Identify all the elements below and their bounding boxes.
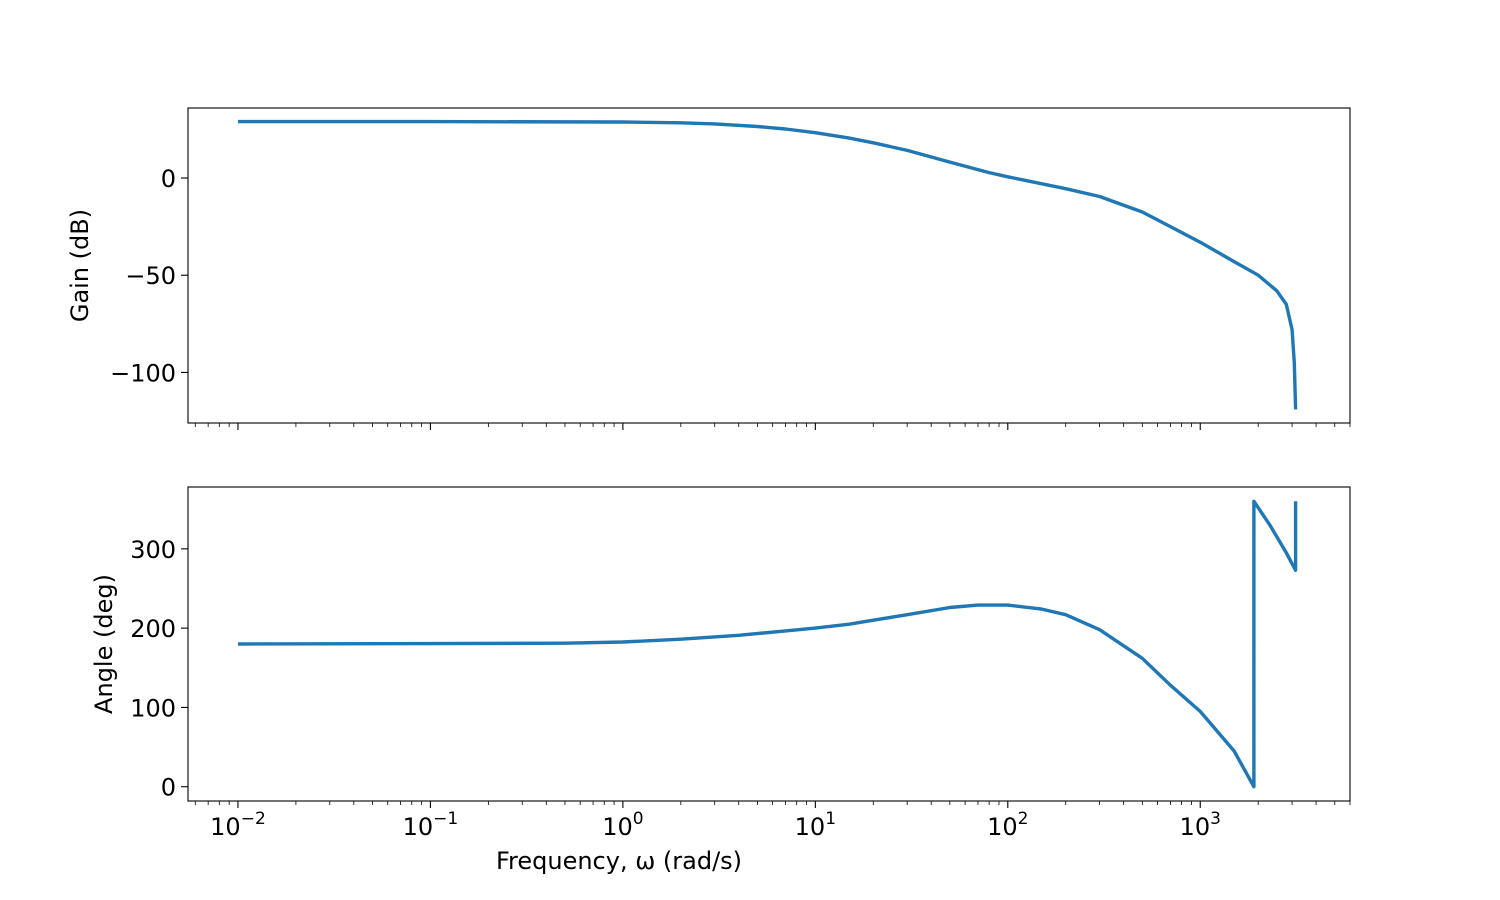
y-tick-label: 0 [161, 165, 176, 193]
x-tick-exponent: 3 [1210, 809, 1221, 829]
x-tick-exponent: −2 [241, 809, 266, 829]
x-tick-label: 10−2 [210, 809, 266, 841]
x-tick-base: 10 [987, 813, 1018, 841]
y-tick-label: 200 [130, 615, 176, 643]
x-tick-base: 10 [210, 813, 241, 841]
x-tick-base: 10 [1180, 813, 1211, 841]
y-tick-label: 300 [130, 536, 176, 564]
y-axis-label: Angle (deg) [90, 574, 118, 714]
x-tick-base: 10 [403, 813, 434, 841]
x-tick-label: 103 [1180, 809, 1221, 841]
x-tick-label: 101 [795, 809, 836, 841]
y-tick-label: −50 [125, 262, 176, 290]
x-tick-exponent: −1 [433, 809, 458, 829]
x-tick-base: 10 [602, 813, 633, 841]
plot-frame [187, 107, 1351, 424]
series-line [237, 499, 1298, 789]
gain-panel: 0 −50 −100 Gain (dB) [66, 107, 1351, 430]
x-tick-exponent: 1 [825, 809, 836, 829]
x-tick-label: 102 [987, 809, 1028, 841]
x-tick-label: 100 [602, 809, 643, 841]
y-tick-label: 0 [161, 774, 176, 802]
y-axis-label: Gain (dB) [66, 209, 94, 322]
plot-frame [187, 486, 1351, 802]
y-tick-label: 100 [130, 694, 176, 722]
y-tick-label: −100 [110, 359, 176, 387]
x-axis-label: Frequency, ω (rad/s) [496, 847, 742, 875]
x-tick-label: 10−1 [403, 809, 459, 841]
x-tick-exponent: 2 [1018, 809, 1029, 829]
x-tick-exponent: 0 [633, 809, 644, 829]
series-line [238, 119, 1298, 410]
x-tick-base: 10 [795, 813, 826, 841]
